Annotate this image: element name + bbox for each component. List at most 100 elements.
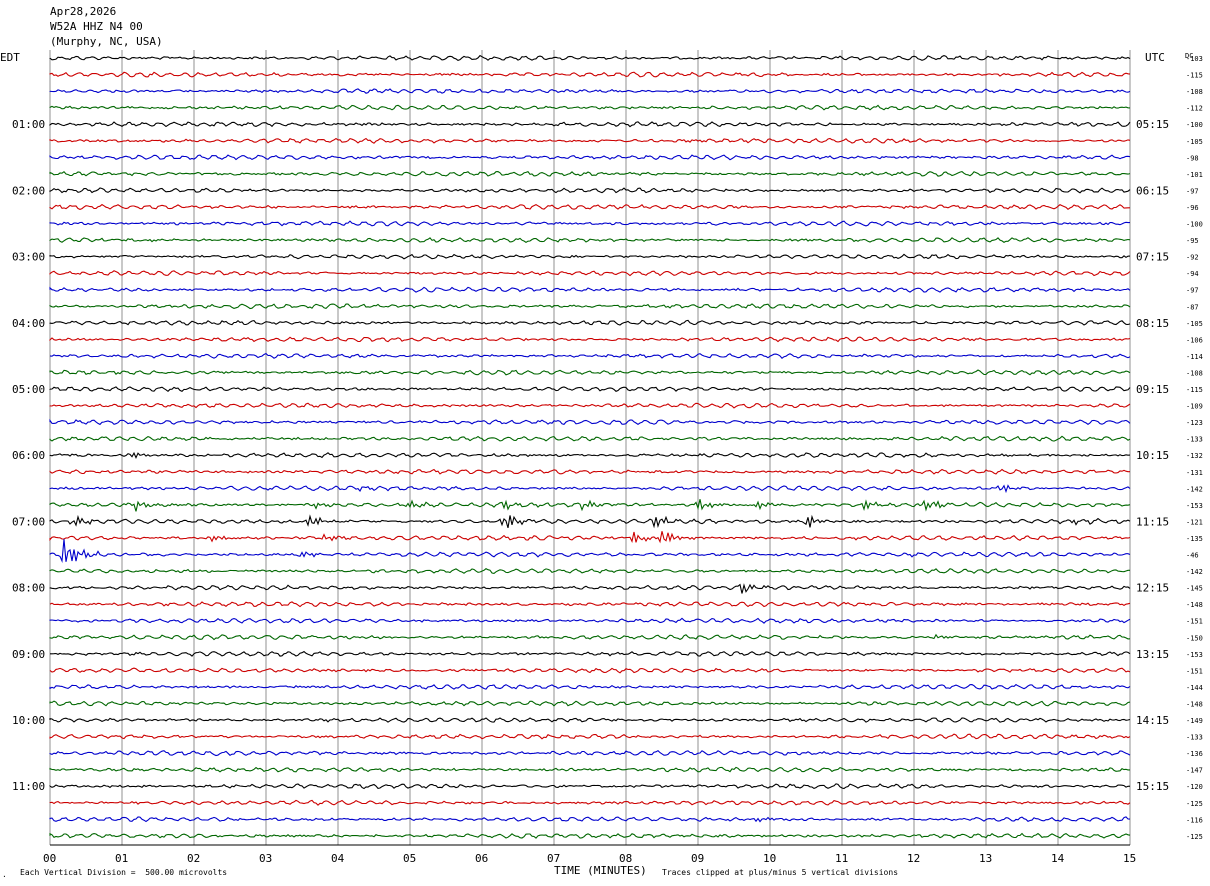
dc-offset-label: -95 bbox=[1186, 237, 1199, 245]
utc-hour-label: 13:15 bbox=[1136, 648, 1169, 661]
x-tick-label: 01 bbox=[115, 852, 128, 865]
seismic-trace bbox=[49, 71, 1131, 78]
dc-offset-label: -148 bbox=[1186, 700, 1203, 708]
seismic-trace bbox=[49, 468, 1130, 475]
seismic-trace bbox=[49, 220, 1130, 227]
dc-offset-label: -131 bbox=[1186, 469, 1203, 477]
seismic-trace bbox=[49, 733, 1131, 740]
seismic-trace bbox=[49, 683, 1131, 690]
dc-offset-label: -125 bbox=[1186, 833, 1203, 841]
seismic-trace bbox=[49, 700, 1131, 707]
seismic-trace bbox=[49, 539, 1131, 564]
dc-offset-label: -97 bbox=[1186, 187, 1199, 195]
edt-hour-label: 04:00 bbox=[12, 317, 45, 330]
dc-offset-label: -133 bbox=[1186, 436, 1203, 444]
seismic-trace bbox=[49, 484, 1131, 494]
dc-offset-label: -112 bbox=[1186, 105, 1203, 113]
dc-offset-label: -132 bbox=[1186, 452, 1203, 460]
dc-offset-label: -97 bbox=[1186, 287, 1199, 295]
seismic-trace bbox=[49, 514, 1131, 529]
seismic-trace bbox=[49, 54, 1131, 62]
edt-hour-label: 02:00 bbox=[12, 184, 45, 197]
dc-offset-label: -123 bbox=[1186, 419, 1203, 427]
dc-offset-label: -125 bbox=[1186, 800, 1203, 808]
x-tick-label: 05 bbox=[403, 852, 416, 865]
seismic-trace bbox=[49, 402, 1131, 409]
header-station: W52A HHZ N4 00 bbox=[50, 20, 143, 33]
seismic-trace bbox=[49, 237, 1131, 243]
x-tick-label: 13 bbox=[979, 852, 992, 865]
seismic-trace bbox=[49, 583, 1131, 594]
seismic-trace bbox=[49, 799, 1131, 806]
dc-offset-label: -101 bbox=[1186, 171, 1203, 179]
seismic-trace bbox=[49, 303, 1131, 310]
seismic-trace bbox=[49, 435, 1131, 442]
utc-hour-label: 11:15 bbox=[1136, 515, 1169, 528]
seismic-trace bbox=[49, 667, 1131, 674]
x-tick-label: 03 bbox=[259, 852, 272, 865]
seismic-trace bbox=[49, 352, 1131, 359]
dc-offset-label: -94 bbox=[1186, 270, 1199, 278]
dc-offset-label: -150 bbox=[1186, 634, 1203, 642]
seismic-trace bbox=[49, 336, 1131, 343]
seismic-trace bbox=[49, 154, 1131, 161]
seismic-trace bbox=[49, 203, 1130, 211]
corner-mark: . bbox=[2, 870, 7, 879]
dc-offset-label: -105 bbox=[1186, 320, 1203, 328]
dc-offset-label: -148 bbox=[1186, 601, 1203, 609]
dc-offset-label: -142 bbox=[1186, 485, 1203, 493]
left-label: EDT bbox=[0, 51, 20, 64]
utc-hour-label: 08:15 bbox=[1136, 317, 1169, 330]
utc-hour-label: 12:15 bbox=[1136, 582, 1169, 595]
dc-offset-label: -100 bbox=[1186, 221, 1203, 229]
dc-offset-label: -151 bbox=[1186, 667, 1203, 675]
dc-offset-label: -108 bbox=[1186, 88, 1203, 96]
seismic-trace bbox=[49, 531, 1131, 544]
dc-offset-label: -145 bbox=[1186, 585, 1203, 593]
dc-offset-label: -106 bbox=[1186, 336, 1203, 344]
seismic-trace bbox=[49, 750, 1131, 757]
edt-hour-label: 01:00 bbox=[12, 118, 45, 131]
edt-hour-label: 11:00 bbox=[12, 780, 45, 793]
dc-offset-label: -105 bbox=[1186, 138, 1203, 146]
seismic-trace bbox=[49, 286, 1131, 293]
dc-offset-label: -92 bbox=[1186, 254, 1199, 262]
dc-offset-label: -153 bbox=[1186, 651, 1203, 659]
x-axis-title: TIME (MINUTES) bbox=[554, 864, 647, 877]
seismic-trace bbox=[49, 568, 1130, 574]
seismic-trace bbox=[50, 650, 1131, 657]
seismic-trace bbox=[49, 170, 1131, 177]
seismic-trace bbox=[49, 832, 1131, 839]
edt-hour-label: 05:00 bbox=[12, 383, 45, 396]
x-tick-label: 02 bbox=[187, 852, 200, 865]
utc-hour-label: 07:15 bbox=[1136, 251, 1169, 264]
clip-note: Traces clipped at plus/minus 5 vertical … bbox=[662, 868, 898, 877]
dc-offset-label: -114 bbox=[1186, 353, 1203, 361]
dc-offset-label: -153 bbox=[1186, 502, 1203, 510]
dc-offset-label: -151 bbox=[1186, 618, 1203, 626]
seismic-trace bbox=[49, 499, 1131, 512]
x-tick-label: 12 bbox=[907, 852, 920, 865]
dc-offset-label: -108 bbox=[1186, 369, 1203, 377]
seismic-trace bbox=[49, 121, 1131, 128]
dc-offset-label: -149 bbox=[1186, 717, 1203, 725]
x-tick-label: 14 bbox=[1051, 852, 1065, 865]
seismic-trace bbox=[49, 451, 1131, 459]
seismic-trace bbox=[49, 104, 1131, 111]
seismic-trace bbox=[49, 633, 1131, 641]
x-tick-label: 08 bbox=[619, 852, 632, 865]
seismic-trace bbox=[49, 601, 1131, 608]
utc-hour-label: 15:15 bbox=[1136, 780, 1169, 793]
dc-offset-label: -109 bbox=[1186, 403, 1203, 411]
dc-offset-label: -135 bbox=[1186, 535, 1203, 543]
dc-offset-label: -144 bbox=[1186, 684, 1203, 692]
dc-offset-label: -100 bbox=[1186, 121, 1203, 129]
seismic-trace bbox=[49, 766, 1130, 773]
utc-hour-label: 06:15 bbox=[1136, 184, 1169, 197]
axis-labels: 00 01 02 03 04 05 06 07 08 09 10 11 12 13 14 15 -103 -115… bbox=[12, 55, 1203, 865]
edt-hour-label: 09:00 bbox=[12, 648, 45, 661]
seismic-trace bbox=[49, 88, 1131, 94]
seismic-trace bbox=[49, 816, 1131, 823]
utc-hour-label: 10:15 bbox=[1136, 449, 1169, 462]
